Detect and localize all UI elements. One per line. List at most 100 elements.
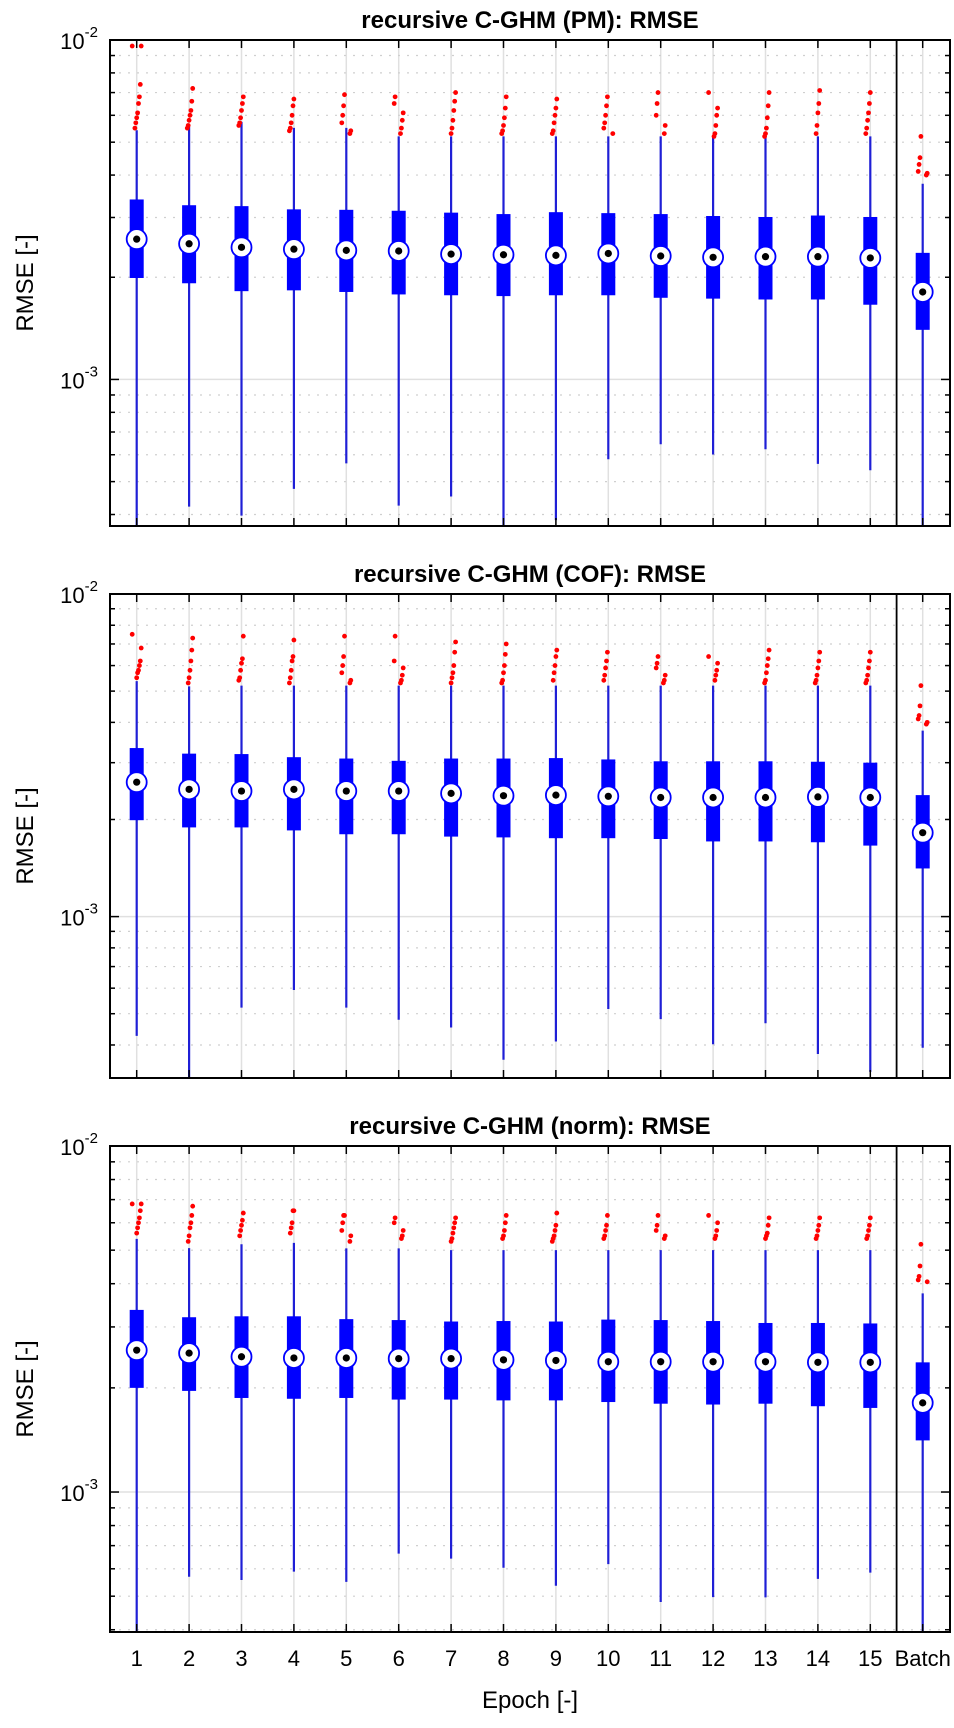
outlier-point	[866, 110, 871, 116]
outlier-point	[448, 1239, 454, 1244]
outlier-point	[817, 88, 823, 93]
x-tick-label: 15	[858, 1646, 882, 1671]
outlier-point	[392, 1215, 398, 1221]
outlier-point	[812, 680, 818, 686]
box-12	[702, 90, 724, 455]
outlier-point	[766, 1215, 772, 1221]
outlier-point	[449, 125, 455, 131]
box-5	[335, 633, 358, 1008]
outlier-point	[551, 670, 557, 676]
outlier-point	[715, 1220, 720, 1226]
outlier-point	[552, 663, 558, 668]
median-dot	[447, 1354, 455, 1363]
outlier-point	[400, 110, 406, 116]
outlier-point	[816, 658, 822, 664]
outlier-point	[189, 98, 195, 104]
outlier-point	[762, 680, 767, 686]
outlier-point	[865, 672, 870, 678]
outlier-point	[714, 667, 720, 673]
outlier-point	[765, 656, 771, 662]
outlier-point	[448, 131, 454, 136]
outlier-point	[706, 1213, 711, 1218]
outlier-point	[399, 1236, 404, 1241]
box-14	[807, 88, 829, 464]
outlier-point	[502, 651, 508, 657]
box-6	[387, 1215, 410, 1554]
y-tick-exponent: -2	[85, 578, 98, 595]
y-axis-label: RMSE [-]	[12, 787, 39, 884]
outlier-point	[287, 128, 292, 134]
median-dot	[919, 288, 927, 296]
median-dot	[185, 785, 193, 793]
outlier-point	[238, 667, 244, 673]
outlier-point	[134, 1230, 140, 1236]
outlier-point	[764, 663, 770, 668]
box-3	[230, 1210, 253, 1580]
box-6	[387, 633, 410, 1020]
outlier-point	[553, 654, 559, 659]
outlier-point	[453, 90, 458, 95]
outlier-point	[138, 43, 144, 49]
box-15	[859, 90, 882, 471]
outlier-point	[449, 675, 455, 681]
outlier-point	[867, 90, 873, 95]
outlier-point	[240, 656, 245, 662]
median-dot	[185, 240, 193, 248]
axes-frame	[109, 39, 951, 527]
outlier-point	[339, 670, 345, 676]
outlier-point	[452, 98, 458, 104]
outlier-point	[138, 645, 144, 651]
y-tick-base: 10	[60, 368, 84, 393]
box-15	[859, 649, 882, 1072]
outlier-point	[918, 683, 924, 689]
outlier-point	[915, 716, 921, 722]
outlier-point	[240, 101, 245, 106]
median-dot	[133, 1346, 141, 1354]
outlier-point	[452, 1220, 458, 1226]
outlier-point	[813, 131, 819, 136]
outlier-point	[187, 112, 193, 118]
outlier-point	[601, 677, 607, 683]
outlier-point	[238, 115, 244, 121]
box-2	[178, 635, 201, 1078]
median-dot	[185, 1349, 193, 1357]
box-1	[125, 1201, 148, 1632]
outlier-point	[916, 162, 922, 167]
median-dot	[814, 793, 822, 801]
median-dot	[290, 245, 298, 253]
outlier-point	[236, 123, 242, 128]
outlier-point	[185, 1239, 191, 1244]
outlier-point	[186, 1233, 192, 1239]
chart-title: recursive C-GHM (norm): RMSE	[349, 1113, 710, 1140]
box-12	[702, 654, 724, 1045]
outlier-point	[766, 647, 772, 653]
outlier-point	[502, 105, 508, 111]
median-dot	[709, 1358, 717, 1366]
outlier-point	[289, 1220, 295, 1226]
outlier-point	[662, 123, 668, 128]
outlier-point	[132, 125, 138, 131]
outlier-point	[764, 670, 769, 676]
outlier-point	[603, 665, 608, 671]
outlier-point	[923, 721, 929, 727]
outlier-point	[603, 1228, 608, 1233]
box-11	[649, 654, 672, 1020]
outlier-point	[765, 1222, 771, 1228]
outlier-point	[764, 115, 770, 121]
outlier-point	[654, 101, 660, 106]
box-1	[125, 43, 148, 526]
median-dot	[919, 1399, 927, 1407]
outlier-point	[288, 120, 294, 126]
median-dot	[761, 253, 770, 261]
box-12	[702, 1213, 724, 1598]
outlier-point	[603, 112, 608, 118]
outlier-point	[715, 105, 720, 111]
boxes	[125, 631, 934, 1078]
median-dot	[342, 1354, 350, 1362]
outlier-point	[550, 677, 556, 683]
median-dot	[342, 246, 350, 254]
outlier-point	[287, 675, 293, 681]
y-tick-base: 10	[60, 29, 84, 54]
outlier-point	[186, 117, 192, 123]
outlier-point	[553, 1222, 559, 1228]
